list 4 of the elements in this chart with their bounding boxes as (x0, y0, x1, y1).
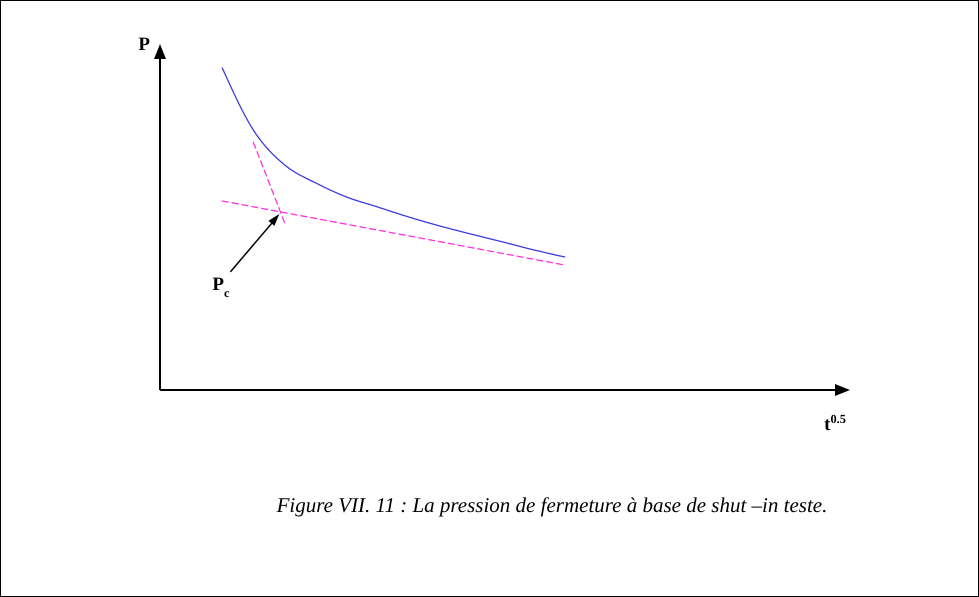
x-axis-title: t$^{0.5}$ (824, 412, 846, 435)
text: Figure VII. 11 : La pression de fermeture à base de shut –in teste. (276, 493, 828, 517)
y-axis-title: P (138, 34, 150, 55)
annotation: P$_{c}$ (212, 274, 230, 300)
